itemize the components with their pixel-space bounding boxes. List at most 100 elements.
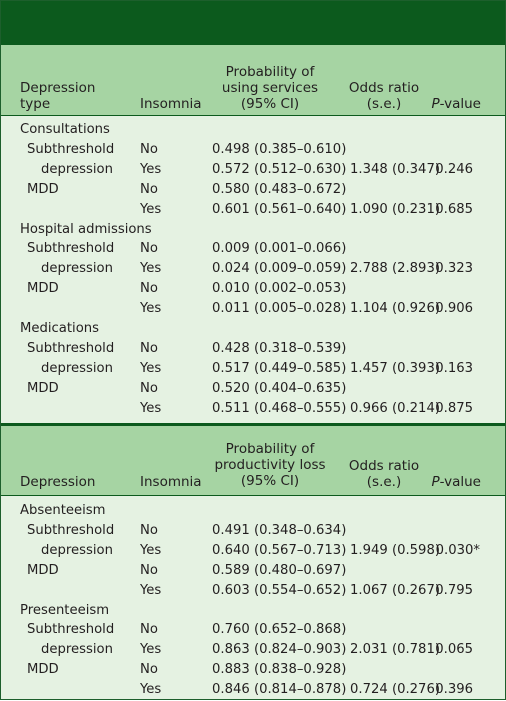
group-label-row: Absenteeism bbox=[1, 501, 505, 521]
table-row: Yes 0.601 (0.561–0.640) 1.090 (0.231) 0.685 bbox=[1, 200, 505, 220]
table-row: MDD No 0.010 (0.002–0.053) bbox=[1, 279, 505, 299]
insomnia-cell: Yes bbox=[140, 682, 162, 698]
depression-type-cell: MDD bbox=[27, 281, 59, 297]
p-value-cell: 0.065 bbox=[435, 642, 473, 658]
probability-cell: 0.572 (0.512–0.630) bbox=[212, 161, 347, 177]
header-odds-ratio: Odds ratio (s.e.) bbox=[341, 80, 427, 112]
header-text: Probability of bbox=[225, 64, 315, 80]
depression-type-cell: depression bbox=[41, 642, 113, 658]
odds-ratio-cell: 1.348 (0.347) bbox=[350, 161, 440, 177]
table-row: depression Yes 0.024 (0.009–0.059) 2.788 (2… bbox=[1, 259, 505, 279]
p-value-cell: 0.906 bbox=[435, 301, 473, 317]
depression-type-cell: depression bbox=[41, 261, 113, 277]
table-row: Yes 0.603 (0.554–0.652) 1.067 (0.267) 0.795 bbox=[1, 581, 505, 601]
probability-cell: 0.009 (0.001–0.066) bbox=[212, 241, 347, 257]
depression-type-cell: MDD bbox=[27, 181, 59, 197]
insomnia-cell: Yes bbox=[140, 201, 162, 217]
p-value-cell: 0.163 bbox=[435, 360, 473, 376]
insomnia-cell: Yes bbox=[140, 261, 162, 277]
header-p-value: P-value bbox=[431, 96, 481, 112]
depression-type-cell: Subthreshold bbox=[27, 522, 115, 538]
insomnia-cell: No bbox=[140, 562, 158, 578]
insomnia-cell: No bbox=[140, 340, 158, 356]
depression-type-cell: MDD bbox=[27, 562, 59, 578]
insomnia-cell: Yes bbox=[140, 161, 162, 177]
table-row: MDD No 0.883 (0.838–0.928) bbox=[1, 660, 505, 680]
table1-header: Depression type Insomnia Probability of … bbox=[1, 45, 505, 116]
p-value-cell: 0.875 bbox=[435, 400, 473, 416]
probability-cell: 0.428 (0.318–0.539) bbox=[212, 340, 347, 356]
title-bar bbox=[1, 1, 505, 45]
group-label-row: Hospital admissions bbox=[1, 220, 505, 240]
header-text: Depression bbox=[20, 80, 96, 96]
table-row: MDD No 0.580 (0.483–0.672) bbox=[1, 180, 505, 200]
depression-type-cell: MDD bbox=[27, 662, 59, 678]
header-text: -value bbox=[439, 96, 481, 112]
table2-header: Depression Insomnia Probability of produ… bbox=[1, 423, 505, 496]
group-label-row: Consultations bbox=[1, 120, 505, 140]
probability-cell: 0.863 (0.824–0.903) bbox=[212, 642, 347, 658]
table-row: Yes 0.511 (0.468–0.555) 0.966 (0.214) 0.875 bbox=[1, 399, 505, 419]
header-text: Odds ratio bbox=[348, 80, 420, 96]
header-depression-type: Depression type bbox=[20, 80, 95, 112]
table-row: MDD No 0.589 (0.480–0.697) bbox=[1, 561, 505, 581]
insomnia-cell: No bbox=[140, 141, 158, 157]
insomnia-cell: Yes bbox=[140, 582, 162, 598]
odds-ratio-cell: 1.104 (0.926) bbox=[350, 301, 440, 317]
depression-type-cell: Subthreshold bbox=[27, 141, 115, 157]
probability-cell: 0.010 (0.002–0.053) bbox=[212, 281, 347, 297]
table-row: Yes 0.011 (0.005–0.028) 1.104 (0.926) 0.906 bbox=[1, 299, 505, 319]
table-row: depression Yes 0.517 (0.449–0.585) 1.457 (0… bbox=[1, 359, 505, 379]
group-label: Absenteeism bbox=[20, 503, 106, 518]
probability-cell: 0.603 (0.554–0.652) bbox=[212, 582, 347, 598]
insomnia-cell: Yes bbox=[140, 642, 162, 658]
header-text: productivity loss bbox=[214, 457, 326, 473]
probability-cell: 0.883 (0.838–0.928) bbox=[212, 662, 347, 678]
probability-cell: 0.011 (0.005–0.028) bbox=[212, 301, 347, 317]
insomnia-cell: No bbox=[140, 662, 158, 678]
table-row: Subthreshold No 0.760 (0.652–0.868) bbox=[1, 620, 505, 640]
probability-cell: 0.520 (0.404–0.635) bbox=[212, 380, 347, 396]
table-row: Subthreshold No 0.428 (0.318–0.539) bbox=[1, 339, 505, 359]
group-label: Hospital admissions bbox=[20, 221, 152, 237]
probability-cell: 0.491 (0.348–0.634) bbox=[212, 522, 347, 538]
group-label: Consultations bbox=[20, 122, 110, 137]
group-label: Medications bbox=[20, 321, 99, 336]
table2-body: Absenteeism Subthreshold No 0.491 (0.348–0.… bbox=[1, 496, 505, 701]
insomnia-cell: No bbox=[140, 241, 158, 257]
insomnia-cell: Yes bbox=[140, 360, 162, 376]
p-value-cell: 0.246 bbox=[435, 161, 473, 177]
probability-cell: 0.589 (0.480–0.697) bbox=[212, 562, 347, 578]
probability-cell: 0.601 (0.561–0.640) bbox=[212, 201, 347, 217]
table-row: depression Yes 0.863 (0.824–0.903) 2.031 (0… bbox=[1, 640, 505, 660]
probability-cell: 0.760 (0.652–0.868) bbox=[212, 622, 347, 638]
header-text: type bbox=[20, 96, 51, 112]
table-row: depression Yes 0.640 (0.567–0.713) 1.949 (0… bbox=[1, 541, 505, 561]
probability-cell: 0.024 (0.009–0.059) bbox=[212, 261, 347, 277]
depression-type-cell: depression bbox=[41, 542, 113, 558]
p-value-cell: 0.030* bbox=[435, 542, 480, 558]
depression-type-cell: depression bbox=[41, 360, 113, 376]
group-label-row: Medications bbox=[1, 319, 505, 339]
header-odds-ratio: Odds ratio (s.e.) bbox=[341, 458, 427, 490]
insomnia-cell: No bbox=[140, 181, 158, 197]
insomnia-cell: No bbox=[140, 622, 158, 638]
odds-ratio-cell: 1.090 (0.231) bbox=[350, 201, 440, 217]
odds-ratio-cell: 2.031 (0.781) bbox=[350, 642, 440, 658]
header-insomnia: Insomnia bbox=[140, 474, 202, 490]
header-p-value: P-value bbox=[431, 474, 481, 490]
header-text: P bbox=[431, 96, 440, 112]
table-row: MDD No 0.520 (0.404–0.635) bbox=[1, 379, 505, 399]
p-value-cell: 0.323 bbox=[435, 261, 473, 277]
probability-cell: 0.580 (0.483–0.672) bbox=[212, 181, 347, 197]
depression-type-cell: MDD bbox=[27, 380, 59, 396]
insomnia-cell: Yes bbox=[140, 542, 162, 558]
header-depression: Depression bbox=[20, 474, 96, 490]
header-text: -value bbox=[439, 474, 481, 490]
depression-type-cell: Subthreshold bbox=[27, 340, 115, 356]
table-row: Subthreshold No 0.009 (0.001–0.066) bbox=[1, 239, 505, 259]
probability-cell: 0.640 (0.567–0.713) bbox=[212, 542, 347, 558]
header-text: (s.e.) bbox=[366, 474, 402, 490]
odds-ratio-cell: 1.457 (0.393) bbox=[350, 360, 440, 376]
group-label-row: Presenteeism bbox=[1, 601, 505, 621]
